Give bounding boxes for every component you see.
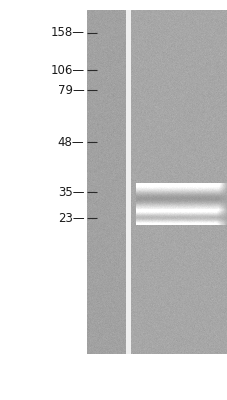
Text: 106—: 106— [50, 64, 84, 76]
Text: 23—: 23— [57, 212, 84, 224]
Text: 48—: 48— [57, 136, 84, 148]
Text: 158—: 158— [50, 26, 84, 39]
Text: 79—: 79— [57, 84, 84, 96]
Text: 35—: 35— [58, 186, 84, 198]
